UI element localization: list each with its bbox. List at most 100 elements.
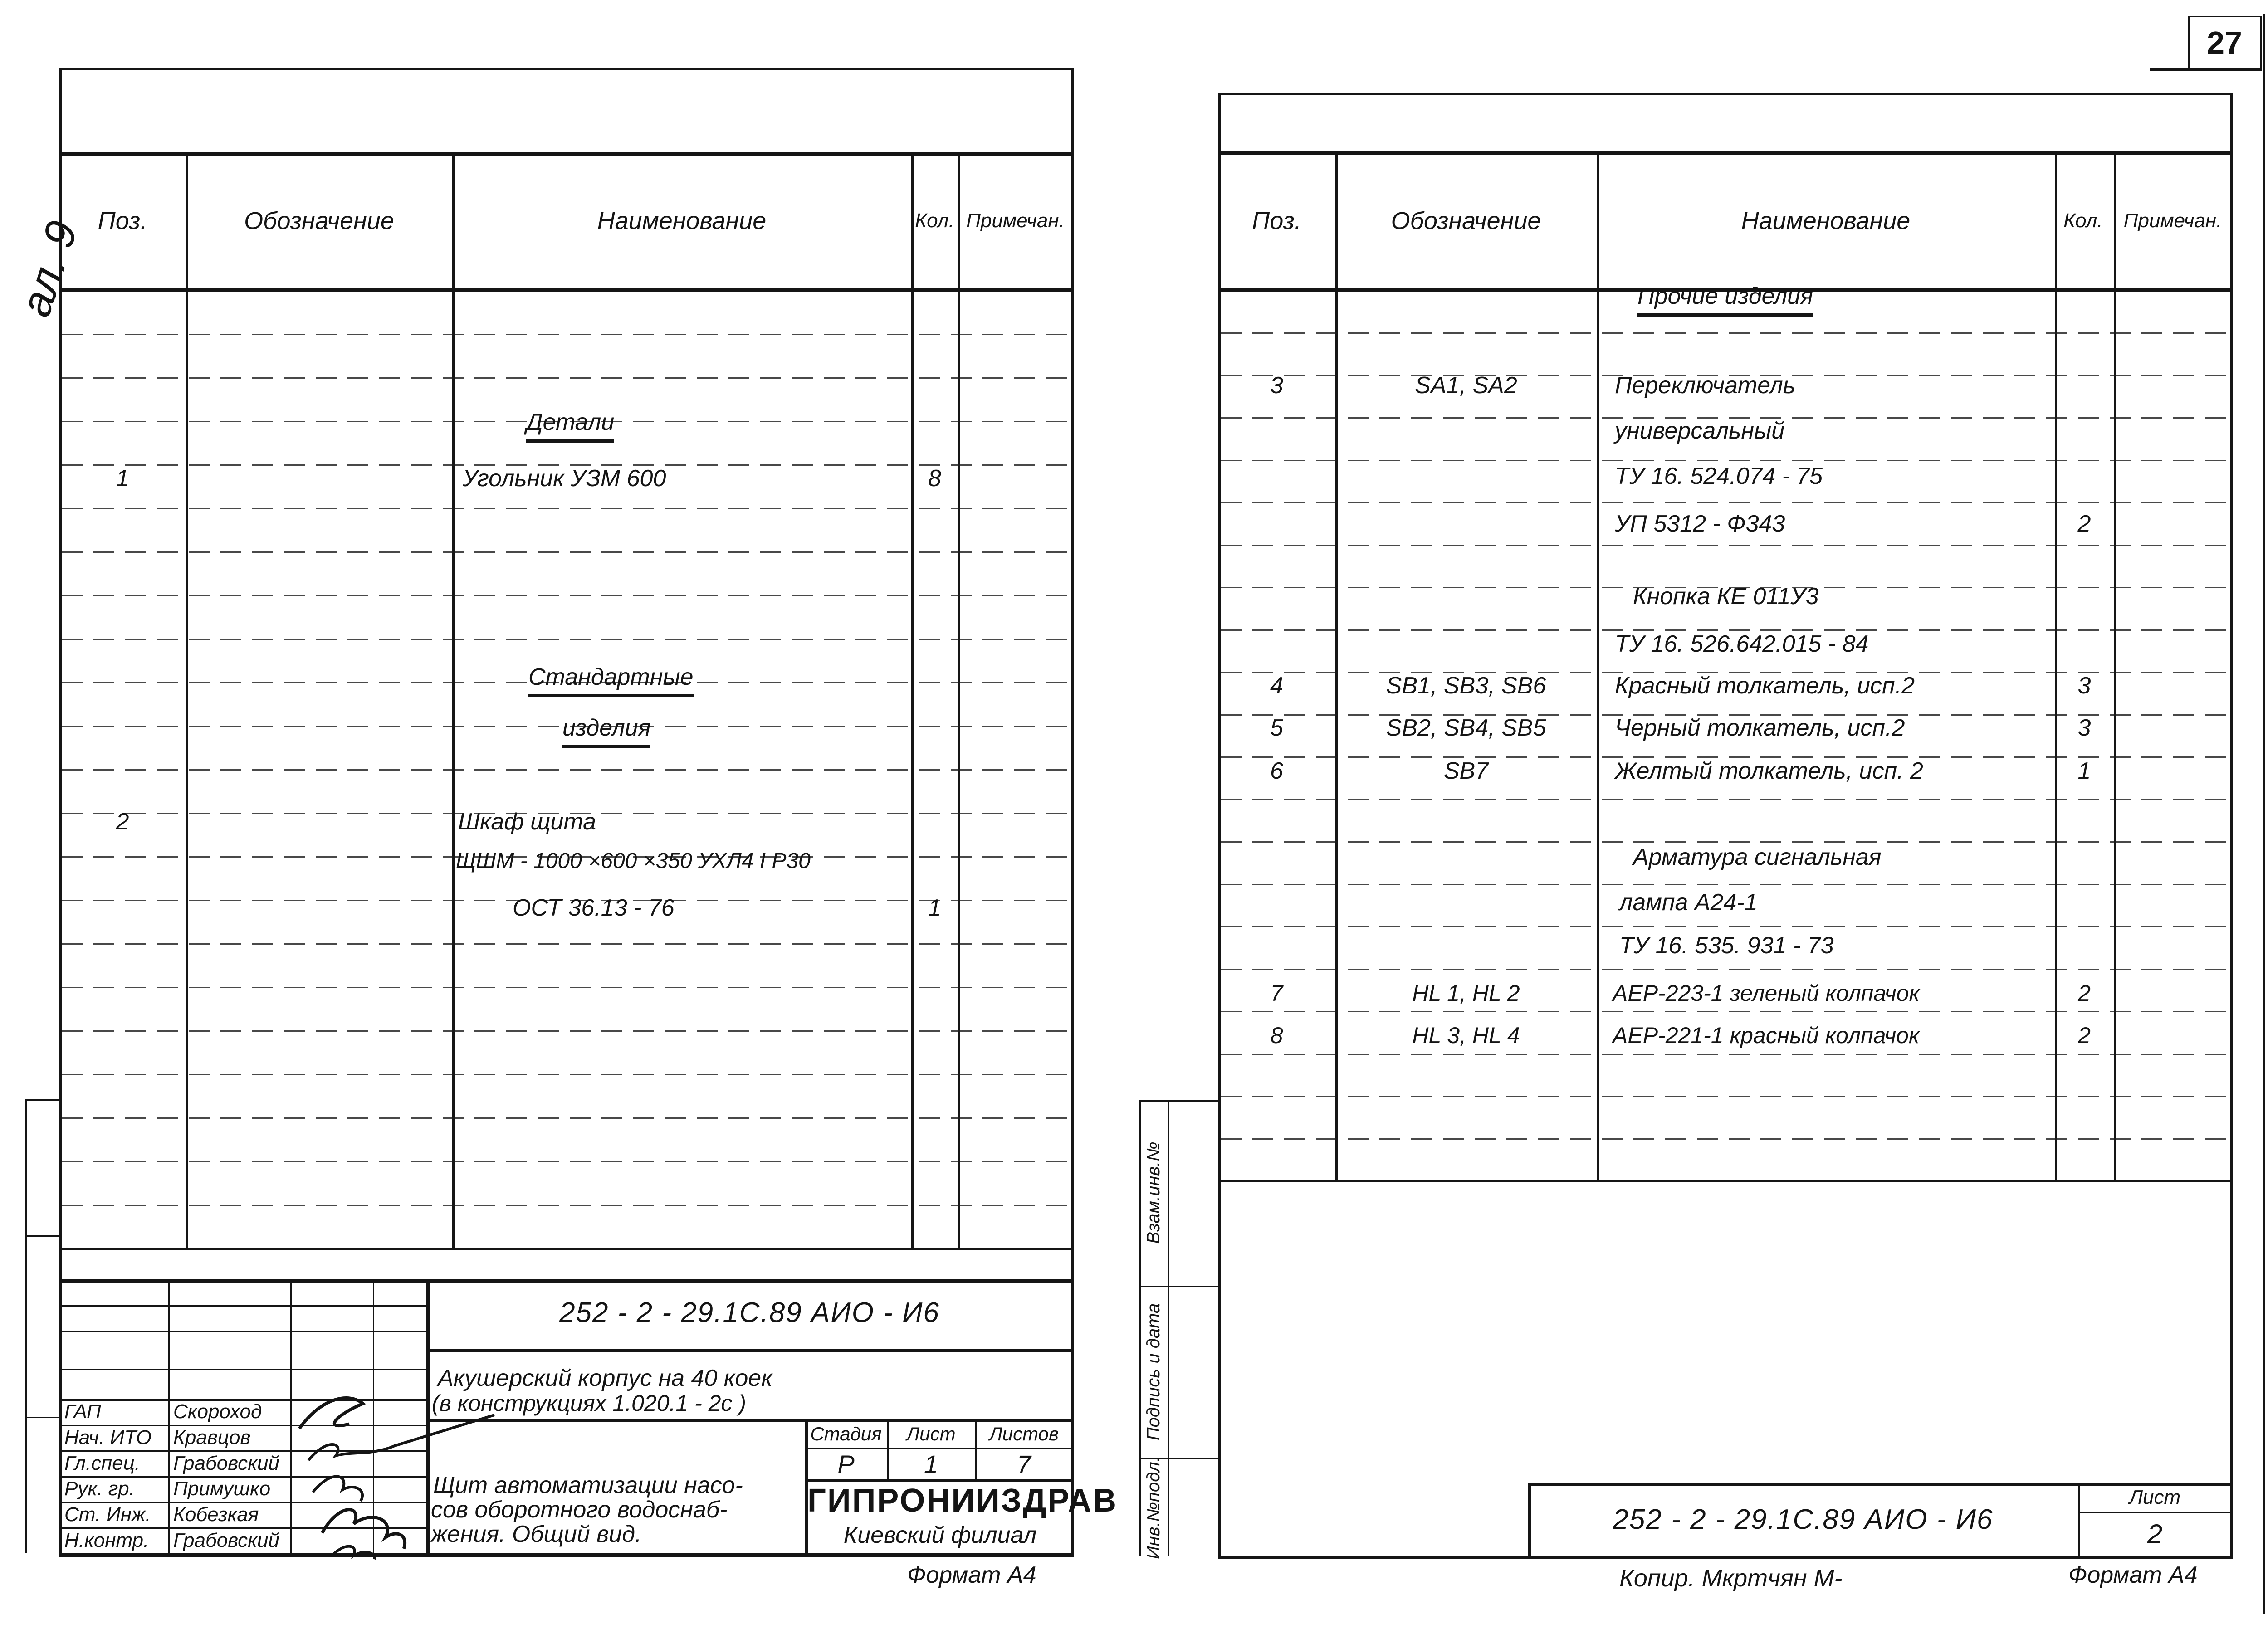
table-cell-name: Стандартные [528, 663, 694, 697]
table-cell-name: ТУ 16. 526.642.015 - 84 [1615, 631, 1869, 657]
table-cell-designation: SB7 [1443, 758, 1489, 784]
ruled-line [62, 421, 1070, 422]
margin-strip-border [1168, 1100, 1169, 1556]
table-border [59, 1248, 1074, 1250]
copy-note: Копир. Мкртчян М- [1619, 1565, 1843, 1592]
table-cell-name: Переключатель [1615, 372, 1796, 399]
titleblock-divider [168, 1279, 170, 1553]
table-cell-name: АЕР-223-1 зеленый колпачок [1613, 980, 1920, 1006]
stamp-border [2188, 16, 2190, 68]
titleblock-line [59, 1369, 426, 1370]
table-cell-name: УП 5312 - Ф343 [1615, 511, 1785, 537]
table-cell-name: Детали [526, 409, 615, 443]
margin-strip-border [1139, 1458, 1218, 1459]
titleblock-line [59, 1527, 426, 1529]
format-note-left: Формат А4 [907, 1562, 1036, 1588]
scan-page-edge [2263, 14, 2265, 1614]
signature-role: Нач. ИТО [64, 1426, 152, 1449]
ruled-line [1221, 629, 2228, 631]
ruled-line [1221, 1011, 2228, 1012]
margin-strip-border [25, 1099, 27, 1553]
ruled-line [62, 769, 1070, 771]
titleblock-line [805, 1448, 1074, 1449]
drawing-subject-line3: жения. Общий вид. [431, 1521, 642, 1547]
ruled-line [1221, 587, 2228, 588]
sheets-label: Листов [989, 1423, 1059, 1444]
column-header-qty: Кол. [915, 210, 954, 232]
column-header-pos: Поз. [1252, 207, 1301, 234]
table-cell-designation: HL 3, HL 4 [1412, 1023, 1520, 1048]
table-cell-name: Арматура сигнальная [1633, 844, 1882, 870]
column-header-note: Примечан. [2123, 210, 2222, 232]
signature-name: Кобезкая [173, 1503, 259, 1526]
ruled-line [62, 551, 1070, 553]
stamp-border [2188, 16, 2262, 17]
titleblock-line [426, 1419, 1074, 1422]
table-cell-qty: 2 [2077, 511, 2091, 537]
titleblock-divider [975, 1419, 977, 1479]
format-note-right: Формат А4 [2068, 1562, 2198, 1588]
table-cell-name: Желтый толкатель, исп. 2 [1615, 758, 1923, 784]
column-header-name: Наименование [597, 207, 767, 234]
titleblock-line [59, 1476, 426, 1478]
sheet-border [59, 68, 62, 1556]
ruled-line [1221, 714, 2228, 716]
table-cell-pos: 2 [116, 809, 129, 835]
ruled-line [1221, 968, 2228, 970]
ruled-line [62, 682, 1070, 683]
table-cell-qty: 2 [2078, 980, 2091, 1006]
table-cell-name: универсальный [1615, 418, 1785, 444]
ruled-line [62, 900, 1070, 901]
ruled-line [1221, 459, 2228, 461]
column-divider [1335, 151, 1338, 1180]
table-cell-designation: HL 1, HL 2 [1412, 980, 1520, 1006]
project-title-line1: Акушерский корпус на 40 коек [438, 1365, 772, 1391]
ruled-line [62, 1205, 1070, 1206]
titleblock-border [1528, 1483, 2233, 1486]
table-cell-name: ТУ 16. 524.074 - 75 [1615, 463, 1823, 489]
table-cell-pos: 6 [1270, 758, 1283, 784]
sheet-border [1071, 68, 1074, 1556]
sheet-border [1218, 93, 2233, 95]
organization-branch: Киевский филиал [843, 1522, 1037, 1548]
stamp-border [2260, 16, 2262, 68]
ruled-line [1221, 417, 2228, 419]
table-cell-name: Прочие изделия [1637, 283, 1813, 317]
ruled-line [62, 1030, 1070, 1032]
sheet-border [59, 68, 1074, 70]
table-cell-name: Красный толкатель, исп.2 [1615, 673, 1915, 699]
ruled-line [62, 726, 1070, 727]
titleblock-line [59, 1425, 426, 1426]
signature-name: Грабовский [173, 1529, 279, 1551]
column-divider [1597, 151, 1599, 1180]
column-divider [2055, 151, 2057, 1180]
ruled-line [1221, 883, 2228, 885]
signature-scribbles [298, 1396, 495, 1560]
column-header-pos: Поз. [98, 207, 147, 234]
column-divider [452, 152, 455, 1248]
column-divider [186, 152, 188, 1248]
signature-name: Кравцов [173, 1426, 251, 1449]
stage-label: Стадия [810, 1423, 882, 1444]
margin-strip-border [25, 1235, 60, 1237]
table-cell-name: ЩШМ - 1000 ×600 ×350 УХЛ4 I Р30 [456, 849, 811, 873]
signature-name: Примушко [173, 1478, 271, 1500]
column-divider [911, 152, 914, 1248]
ruled-line [1221, 332, 2228, 334]
titleblock-line [59, 1502, 426, 1503]
ruled-line [1221, 544, 2228, 546]
table-cell-name: ТУ 16. 535. 931 - 73 [1619, 932, 1834, 959]
organization-name: ГИПРОНИИЗДРАВ [807, 1483, 1118, 1519]
doc-number: 252 - 2 - 29.1С.89 АИО - И6 [559, 1297, 940, 1328]
ruled-line [1221, 841, 2228, 843]
table-cell-pos: 3 [1270, 372, 1283, 399]
sheet-border [1218, 1556, 2233, 1559]
signature-name: Скороход [173, 1400, 262, 1423]
table-cell-pos: 8 [1270, 1023, 1283, 1048]
ruled-line [1221, 1096, 2228, 1097]
margin-label-vzam-inv: Взам.инв.№ [1143, 1141, 1163, 1244]
titleblock-divider [887, 1419, 889, 1479]
table-cell-name: лампа А24-1 [1619, 889, 1758, 916]
ruled-line [62, 1161, 1070, 1162]
